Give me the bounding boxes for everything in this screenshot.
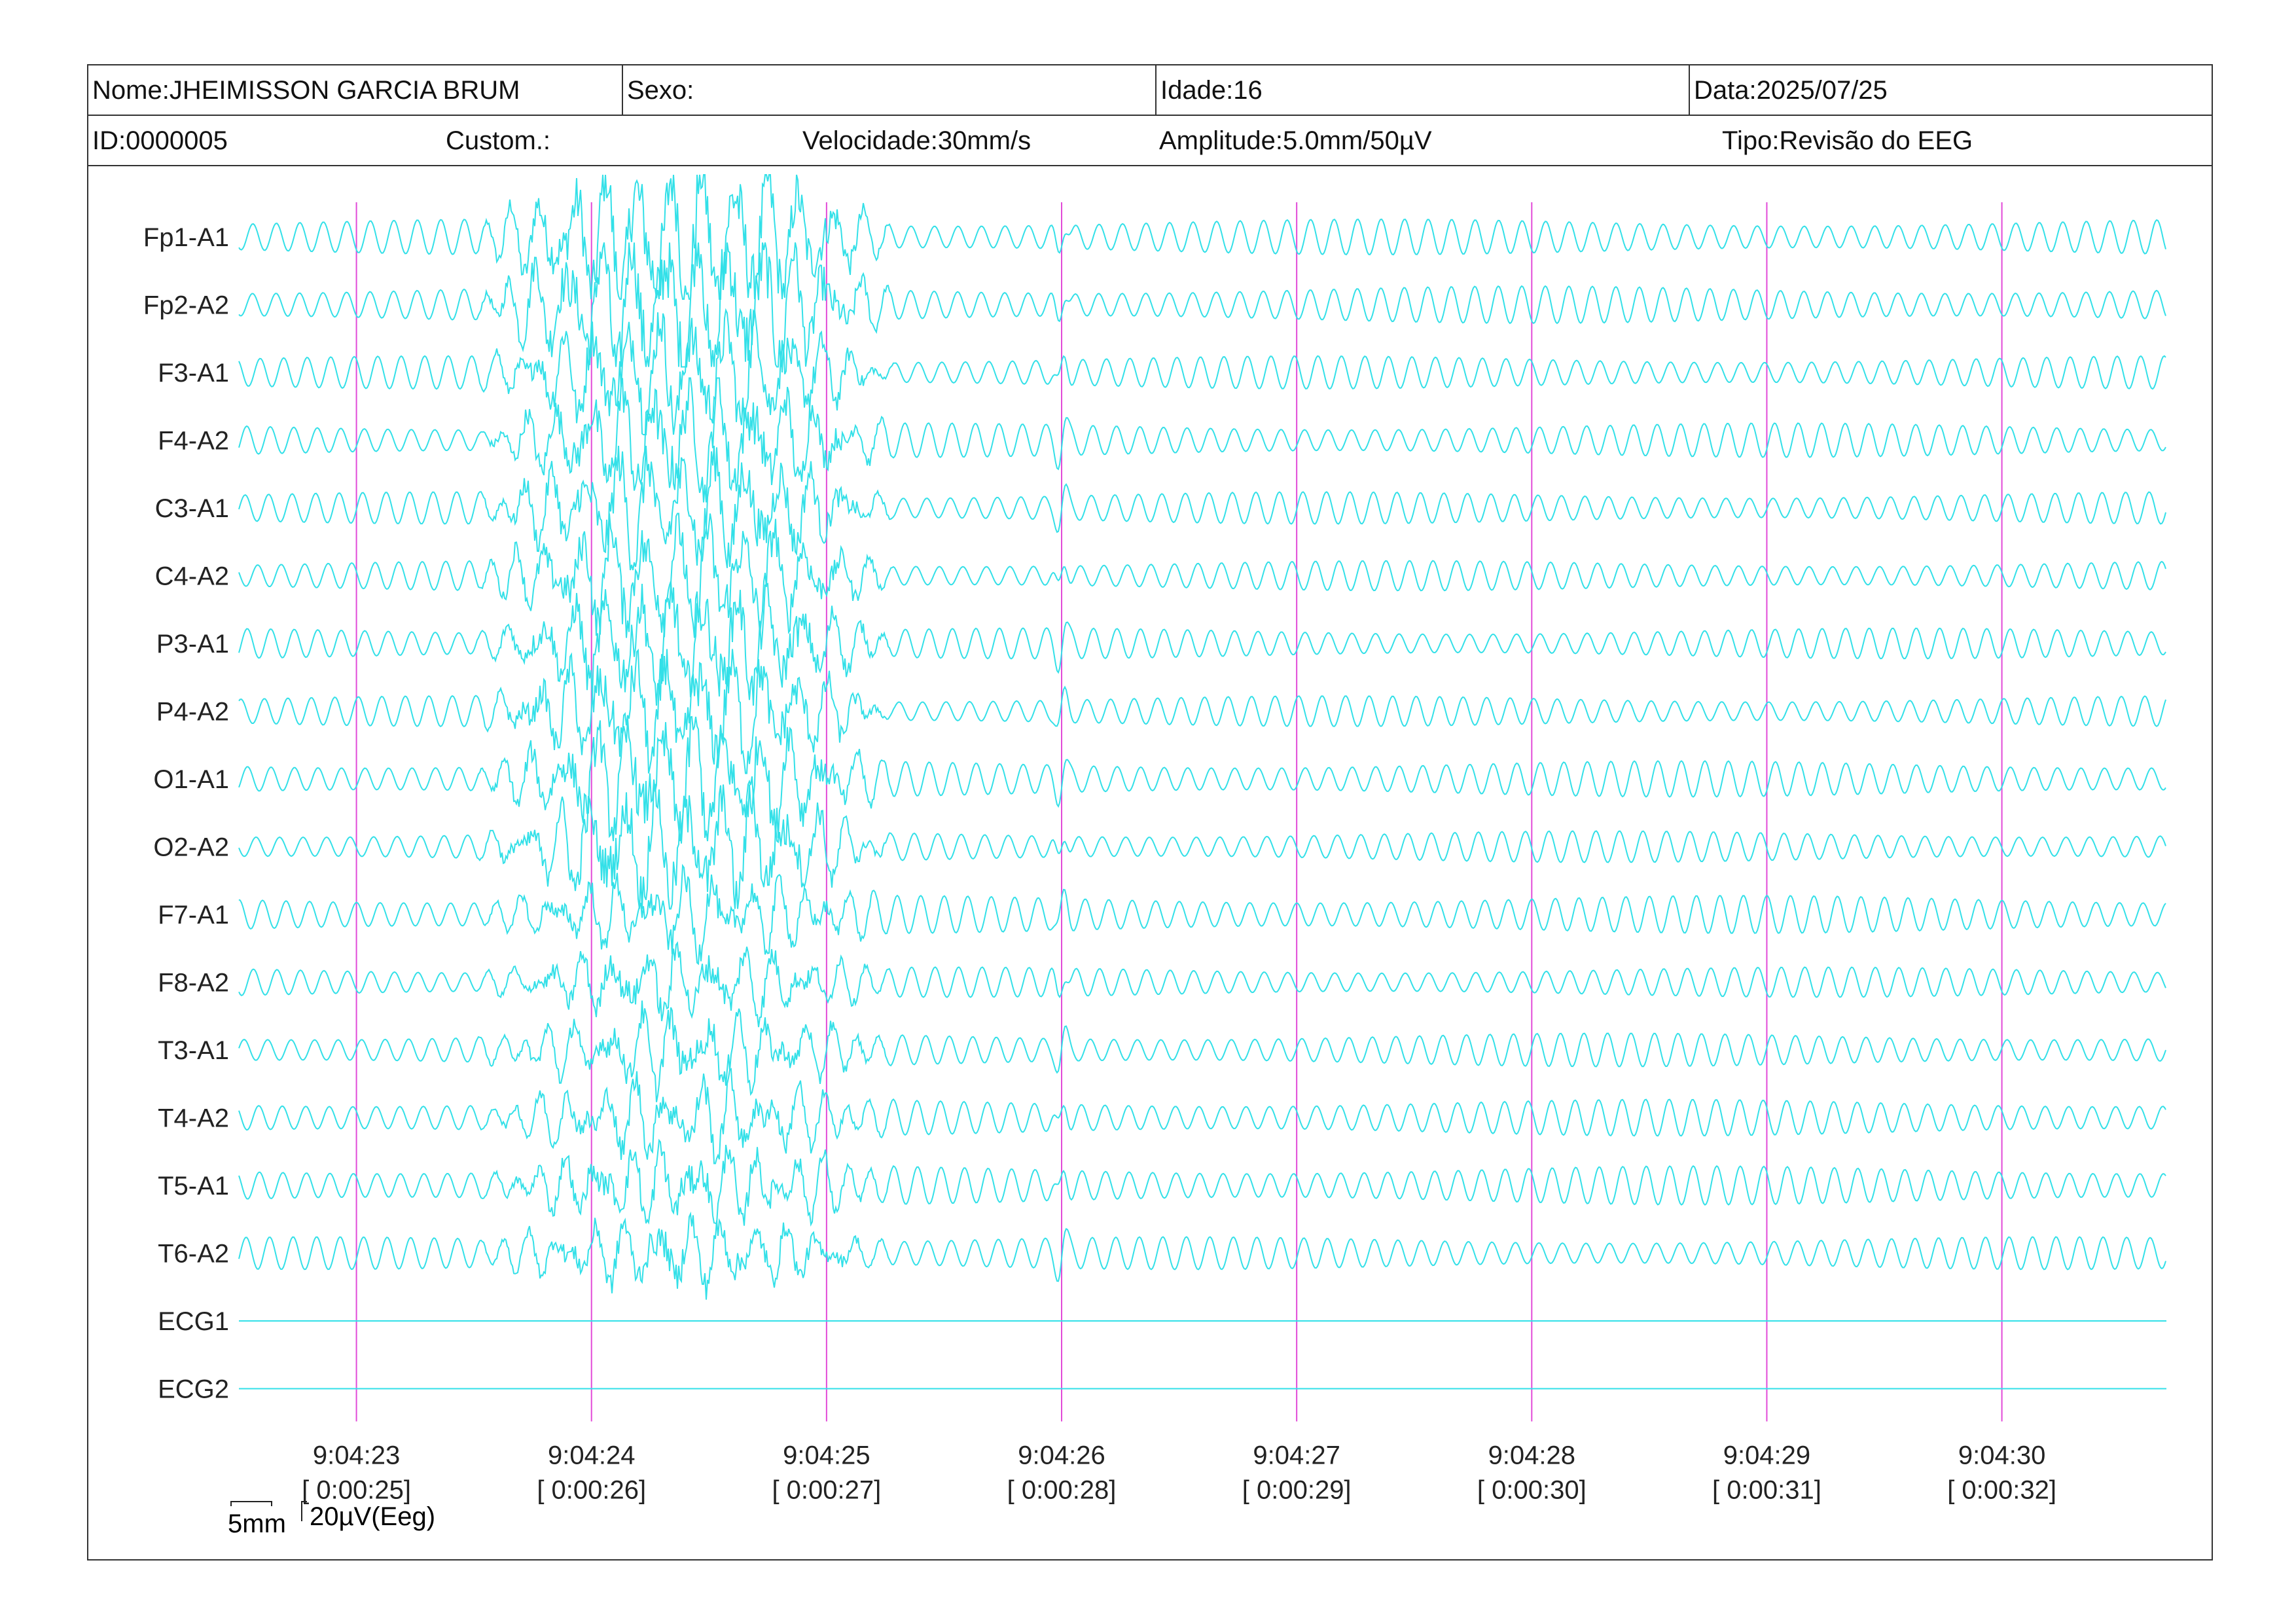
- record-id: ID:0000005: [92, 126, 228, 155]
- time-label-elapsed: [ 0:00:30]: [1477, 1476, 1587, 1505]
- time-label-clock: 9:04:24: [548, 1441, 635, 1470]
- eeg-trace-t3-a1: [238, 1000, 2166, 1102]
- eeg-trace-o2-a2: [238, 784, 2166, 910]
- scale-bar: 5mm 20µV(Eeg): [228, 1501, 435, 1538]
- time-label-elapsed: [ 0:00:32]: [1947, 1476, 2056, 1505]
- record-date: Data:2025/07/25: [1689, 65, 2213, 115]
- amplitude-scale-label: 20µV(Eeg): [310, 1502, 435, 1531]
- eeg-trace-f3-a1: [238, 308, 2166, 435]
- patient-name: Nome:JHEIMISSON GARCIA BRUM: [92, 76, 520, 105]
- time-label-elapsed: [ 0:00:29]: [1242, 1476, 1352, 1505]
- patient-age: Idade:16: [1155, 65, 1689, 115]
- channel-label: Fp2-A2: [143, 291, 229, 320]
- eeg-trace-c3-a1: [238, 445, 2166, 571]
- eeg-trace-t4-a2: [238, 1068, 2166, 1164]
- channel-label: ECG1: [158, 1307, 229, 1336]
- channel-label: P3-A1: [156, 630, 229, 659]
- channel-label: O1-A1: [153, 765, 229, 794]
- time-label-elapsed: [ 0:00:31]: [1712, 1476, 1821, 1505]
- channel-label: O2-A2: [153, 833, 229, 862]
- channel-label: F4-A2: [158, 427, 229, 456]
- time-marker-lines: [355, 202, 2003, 1422]
- time-label-elapsed: [ 0:00:25]: [302, 1476, 411, 1505]
- time-label-elapsed: [ 0:00:26]: [537, 1476, 646, 1505]
- header-row-patient: Nome:JHEIMISSON GARCIA BRUM Sexo: Idade:…: [88, 65, 2212, 116]
- time-scale-label: 5mm: [228, 1509, 286, 1538]
- channel-label: T4-A2: [158, 1104, 229, 1133]
- amplitude-scale-bracket: [301, 1501, 307, 1521]
- eeg-trace-o1-a1: [238, 715, 2166, 842]
- time-label-clock: 9:04:23: [313, 1441, 400, 1470]
- eeg-trace-p3-a1: [238, 581, 2166, 706]
- eeg-trace-p4-a2: [238, 648, 2166, 774]
- channel-label: Fp1-A1: [143, 223, 229, 252]
- custom-field: Custom.:: [446, 126, 551, 155]
- time-label-clock: 9:04:25: [783, 1441, 870, 1470]
- eeg-trace-f4-a2: [238, 377, 2166, 503]
- channel-label: C3-A1: [155, 494, 229, 523]
- amplitude-setting: Amplitude:5.0mm/50µV: [1159, 126, 1432, 155]
- header-row-settings: ID:0000005 Custom.: Velocidade:30mm/s Am…: [88, 116, 2212, 166]
- time-label-clock: 9:04:28: [1488, 1441, 1575, 1470]
- channel-label: T5-A1: [158, 1172, 229, 1200]
- eeg-trace-area: Fp1-A1 Fp2-A2 F3-A1 F4-A2 C3-A1 C4-A2 P3-A1 P4-…: [143, 174, 2166, 1538]
- eeg-trace-c4-a2: [238, 513, 2166, 638]
- time-label-clock: 9:04:26: [1018, 1441, 1105, 1470]
- time-label-elapsed: [ 0:00:28]: [1007, 1476, 1117, 1505]
- time-label-elapsed: [ 0:00:27]: [772, 1476, 881, 1505]
- time-label-clock: 9:04:27: [1253, 1441, 1340, 1470]
- eeg-trace-t6-a2: [238, 1211, 2166, 1300]
- channel-labels: Fp1-A1 Fp2-A2 F3-A1 F4-A2 C3-A1 C4-A2 P3-A1 P4-…: [143, 223, 229, 1404]
- record-type: Tipo:Revisão do EEG: [1722, 126, 1973, 155]
- channel-label: F3-A1: [158, 359, 229, 388]
- time-label-clock: 9:04:29: [1723, 1441, 1810, 1470]
- channel-label: C4-A2: [155, 562, 229, 591]
- patient-sex: Sexo:: [622, 65, 1155, 115]
- channel-label: F7-A1: [158, 901, 229, 929]
- time-labels: 9:04:23 [ 0:00:25] 9:04:24 [ 0:00:26] 9:04:2…: [302, 1441, 2056, 1505]
- eeg-report: Nome:JHEIMISSON GARCIA BRUM Sexo: Idade:…: [87, 64, 2213, 1561]
- eeg-trace-t5-a1: [238, 1138, 2166, 1227]
- channel-label: ECG2: [158, 1375, 229, 1404]
- channel-label: T3-A1: [158, 1036, 229, 1065]
- channel-label: T6-A2: [158, 1240, 229, 1269]
- paper-speed: Velocidade:30mm/s: [802, 126, 1031, 155]
- eeg-trace-f8-a2: [238, 941, 2166, 1028]
- eeg-trace-fp2-a2: [238, 242, 2166, 368]
- eeg-trace-fp1-a1: [238, 174, 2166, 300]
- time-label-clock: 9:04:30: [1958, 1441, 2045, 1470]
- eeg-trace-f7-a1: [238, 863, 2166, 965]
- channel-label: F8-A2: [158, 969, 229, 998]
- time-scale-bracket: [230, 1501, 272, 1506]
- channel-label: P4-A2: [156, 698, 229, 727]
- eeg-traces: [238, 174, 2166, 1390]
